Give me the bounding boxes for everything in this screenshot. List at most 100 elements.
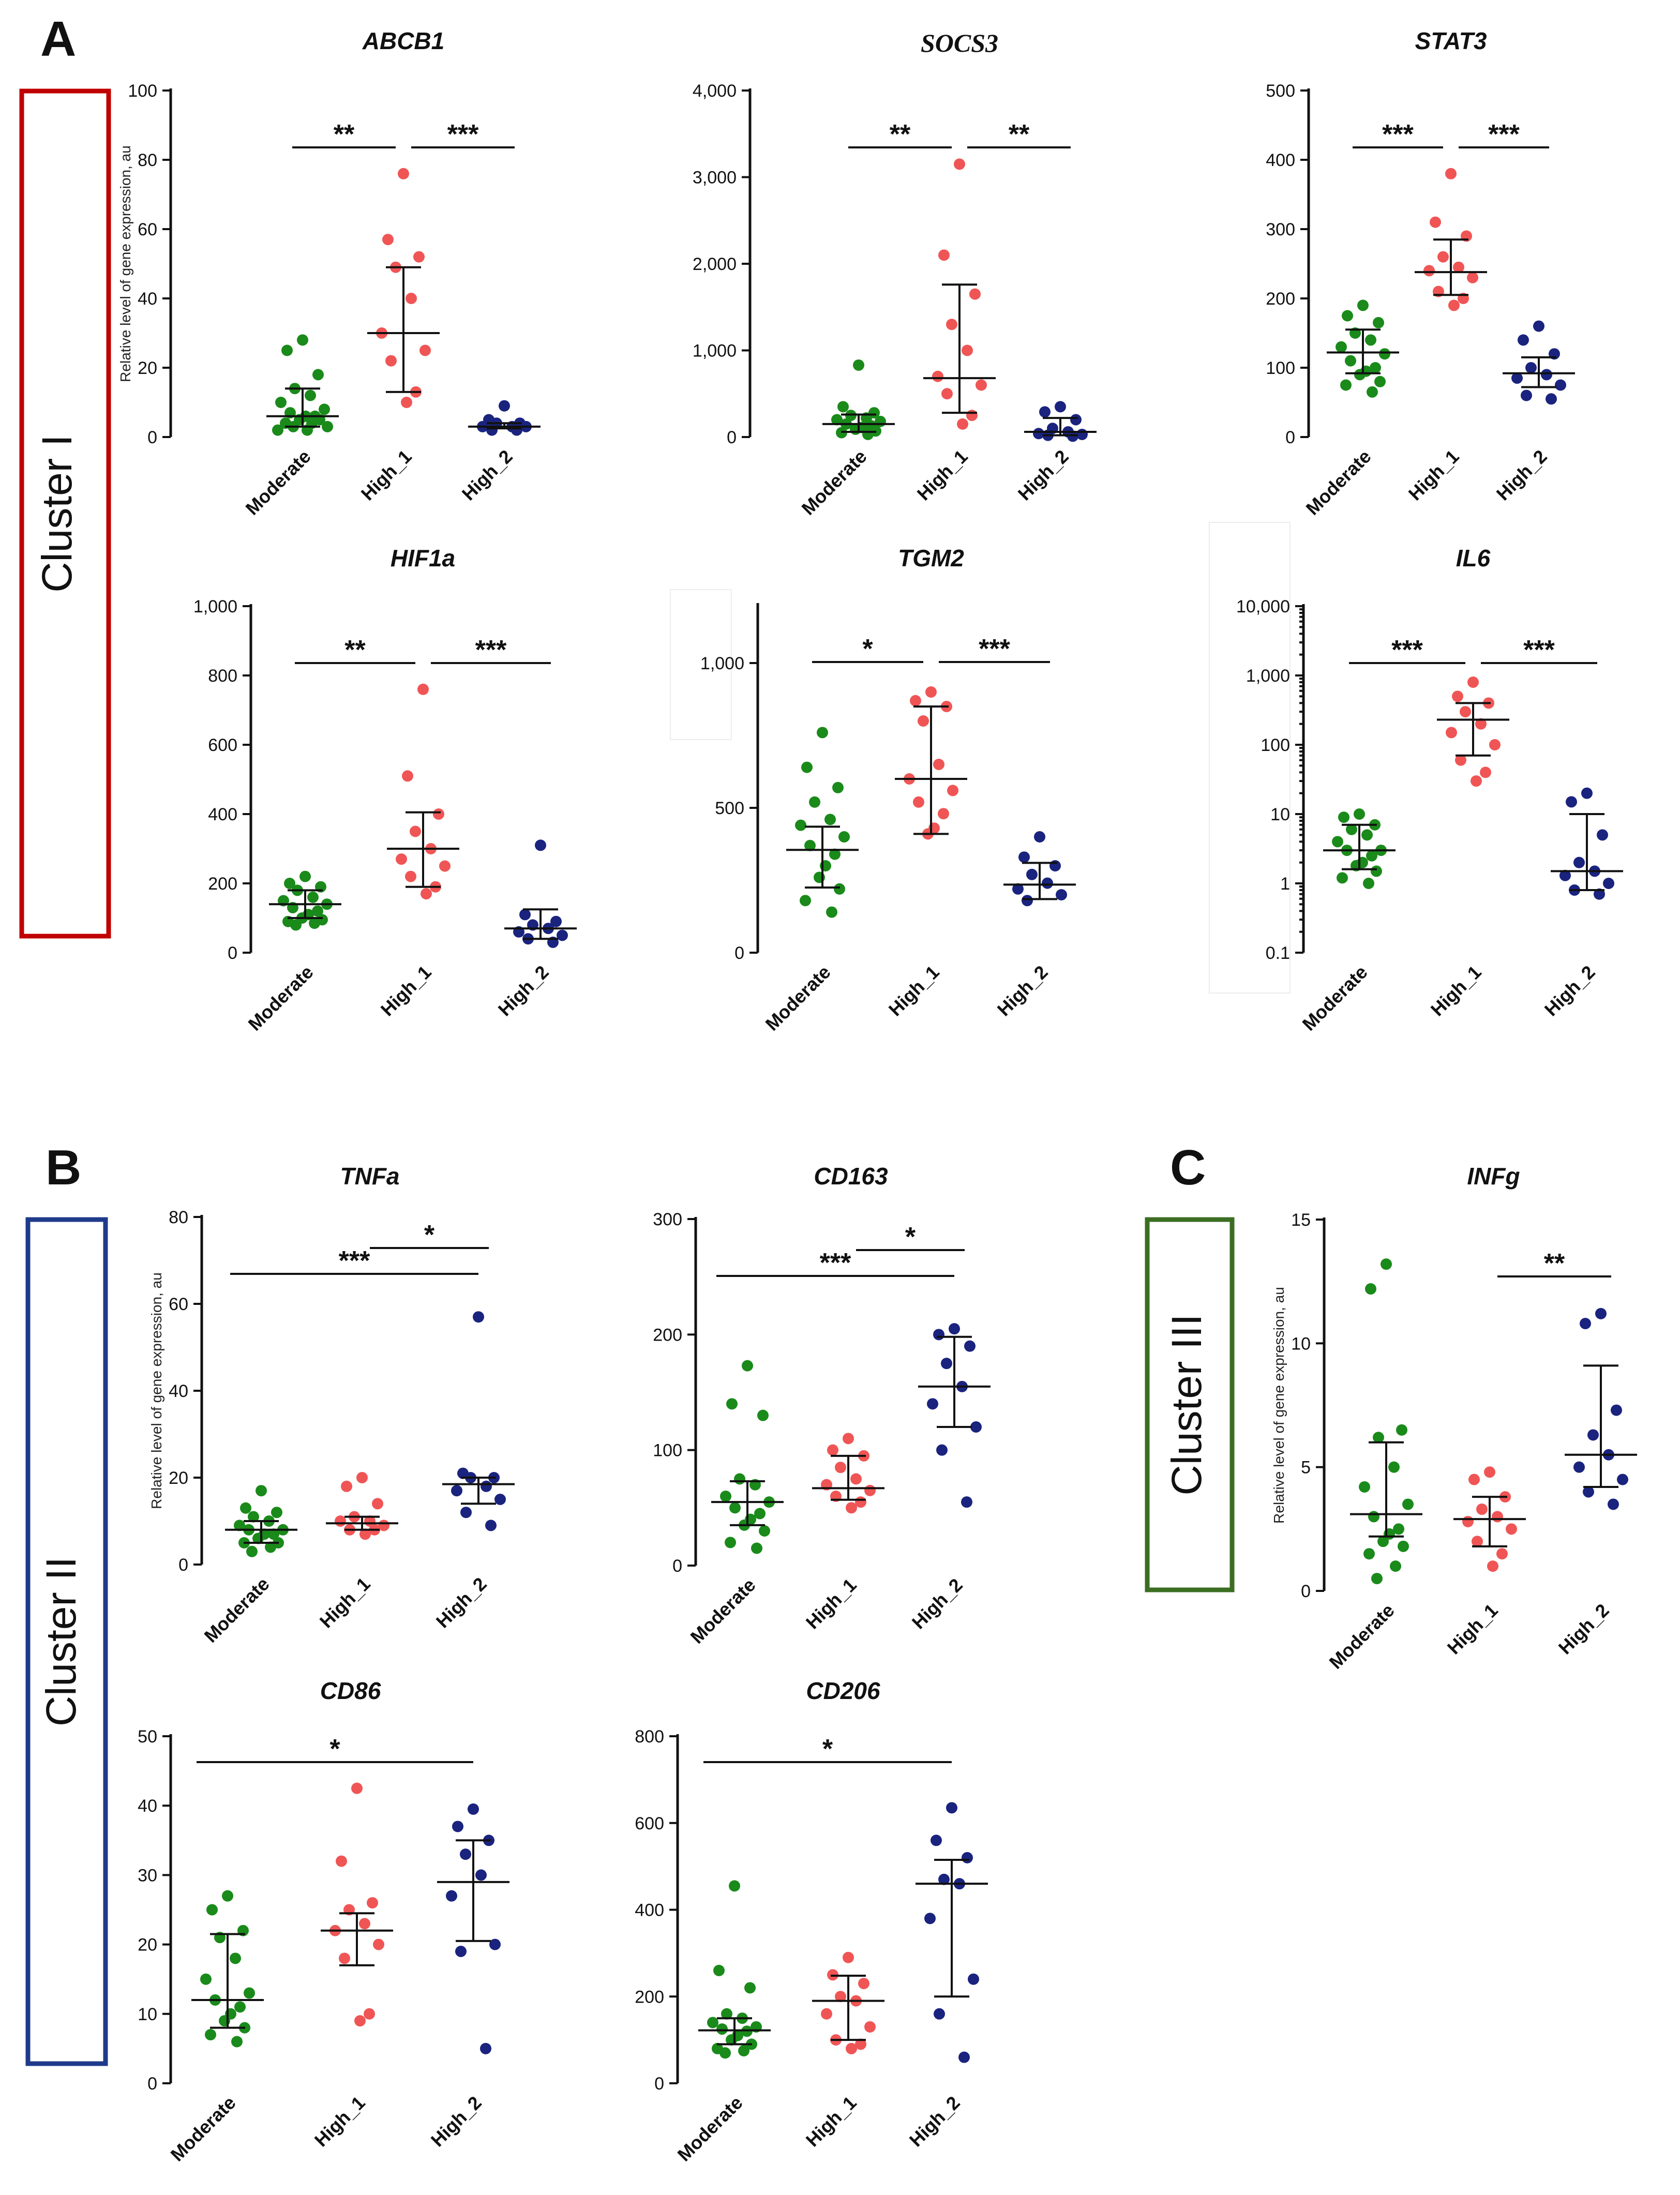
data-point-high_2 bbox=[1518, 334, 1529, 346]
chart-title: HIF1a bbox=[391, 545, 455, 572]
y-tick-label: 0 bbox=[734, 943, 744, 963]
data-point-high_2 bbox=[1581, 787, 1593, 799]
significance-label: * bbox=[862, 634, 873, 664]
data-point-high_2 bbox=[1034, 831, 1045, 843]
data-point-high_2 bbox=[961, 1496, 972, 1508]
significance-label: ** bbox=[890, 119, 911, 149]
y-tick-label: 200 bbox=[208, 874, 237, 894]
data-point-moderate bbox=[1354, 808, 1365, 820]
data-point-high_1 bbox=[1423, 265, 1435, 277]
data-point-high_1 bbox=[1467, 272, 1478, 283]
data-point-high_1 bbox=[382, 234, 394, 246]
data-point-high_2 bbox=[1611, 1404, 1622, 1416]
y-tick-label: 800 bbox=[635, 1727, 664, 1747]
y-tick-label: 100 bbox=[1261, 735, 1290, 755]
data-point-moderate bbox=[1402, 1498, 1414, 1510]
data-point-high_2 bbox=[1055, 401, 1066, 413]
data-point-high_1 bbox=[938, 808, 949, 820]
data-point-high_2 bbox=[481, 1480, 492, 1492]
data-point-moderate bbox=[1332, 836, 1343, 848]
data-point-high_1 bbox=[1437, 251, 1449, 263]
data-point-high_2 bbox=[1559, 869, 1571, 881]
data-point-moderate bbox=[1357, 299, 1369, 311]
data-point-high_2 bbox=[1026, 868, 1038, 880]
data-point-moderate bbox=[307, 891, 319, 903]
y-tick-label: 800 bbox=[208, 666, 237, 686]
data-point-high_2 bbox=[460, 1848, 471, 1860]
data-point-moderate bbox=[1396, 1424, 1407, 1436]
data-point-moderate bbox=[1346, 823, 1357, 835]
cluster-iii-box: Cluster III bbox=[1145, 1217, 1235, 1592]
x-category-label: High_1 bbox=[802, 1574, 861, 1633]
data-point-high_2 bbox=[499, 400, 510, 412]
data-point-high_2 bbox=[1511, 372, 1523, 384]
data-point-high_2 bbox=[519, 909, 531, 921]
x-category-label: High_2 bbox=[905, 2092, 964, 2151]
data-point-high_1 bbox=[1489, 739, 1501, 750]
data-point-moderate bbox=[1365, 1283, 1376, 1295]
x-category-label: High_2 bbox=[494, 961, 553, 1020]
data-point-high_1 bbox=[1492, 1511, 1503, 1523]
chart-title: CD163 bbox=[814, 1163, 888, 1190]
data-point-high_2 bbox=[1587, 1429, 1599, 1441]
data-point-moderate bbox=[275, 397, 287, 408]
data-point-moderate bbox=[1388, 1461, 1400, 1473]
data-point-moderate bbox=[1363, 878, 1374, 889]
data-point-high_2 bbox=[460, 1507, 472, 1519]
data-point-high_2 bbox=[968, 1973, 979, 1985]
data-point-high_1 bbox=[1480, 766, 1491, 778]
data-point-moderate bbox=[240, 1502, 251, 1514]
data-point-high_1 bbox=[419, 344, 431, 356]
y-tick-label: 1,000 bbox=[193, 597, 237, 617]
data-point-moderate bbox=[1390, 1560, 1401, 1572]
data-point-high_2 bbox=[931, 1835, 942, 1846]
y-tick-label: 500 bbox=[715, 799, 744, 818]
data-point-high_2 bbox=[475, 1869, 487, 1881]
y-axis-label: Relative level of gene expression, au bbox=[1271, 1287, 1287, 1524]
y-tick-label: 0 bbox=[1285, 428, 1295, 447]
data-point-high_1 bbox=[913, 796, 924, 808]
data-point-high_1 bbox=[1445, 168, 1457, 179]
data-point-moderate bbox=[1361, 829, 1373, 841]
y-tick-label: 0 bbox=[147, 428, 157, 447]
y-axis-label: Relative level of gene expression, au bbox=[117, 145, 133, 382]
data-point-high_2 bbox=[927, 1398, 938, 1410]
y-tick-label: 0 bbox=[672, 1556, 682, 1576]
data-point-high_2 bbox=[1042, 877, 1053, 889]
y-tick-label: 3,000 bbox=[693, 168, 737, 188]
y-tick-label: 60 bbox=[138, 220, 157, 239]
data-point-moderate bbox=[726, 1398, 738, 1410]
data-point-moderate bbox=[244, 1987, 255, 1999]
chart-stat3: STAT3 0 100 200 300 400 500 Moderate High_1 High_… bbox=[1266, 27, 1575, 519]
data-point-moderate bbox=[1340, 379, 1352, 391]
data-point-moderate bbox=[1371, 1573, 1383, 1585]
il6-frame bbox=[1209, 522, 1291, 994]
data-point-high_2 bbox=[962, 1852, 973, 1863]
data-point-moderate bbox=[719, 2047, 731, 2059]
x-category-label: Moderate bbox=[242, 446, 315, 519]
data-point-moderate bbox=[1363, 1548, 1375, 1560]
data-point-high_1 bbox=[433, 808, 444, 820]
data-point-high_1 bbox=[336, 1855, 347, 1867]
chart-title: SOCS3 bbox=[921, 28, 998, 57]
data-point-high_1 bbox=[976, 379, 987, 391]
data-point-high_1 bbox=[1484, 1466, 1495, 1478]
y-tick-label: 500 bbox=[1266, 81, 1295, 101]
cluster-i-label: Cluster I bbox=[34, 434, 81, 592]
data-point-moderate bbox=[1359, 1481, 1370, 1493]
data-point-moderate bbox=[826, 906, 837, 918]
data-point-high_2 bbox=[1573, 856, 1585, 868]
data-point-high_2 bbox=[489, 1938, 501, 1950]
data-point-high_2 bbox=[1525, 362, 1537, 373]
x-category-label: Moderate bbox=[673, 2092, 747, 2166]
data-point-moderate bbox=[707, 2017, 718, 2028]
data-point-moderate bbox=[281, 344, 293, 356]
data-point-high_2 bbox=[1546, 393, 1557, 405]
y-tick-label: 100 bbox=[1266, 358, 1295, 378]
data-point-high_2 bbox=[936, 1444, 948, 1456]
x-category-label: High_2 bbox=[1540, 961, 1599, 1020]
data-point-moderate bbox=[832, 781, 844, 793]
data-point-moderate bbox=[230, 1952, 241, 1964]
